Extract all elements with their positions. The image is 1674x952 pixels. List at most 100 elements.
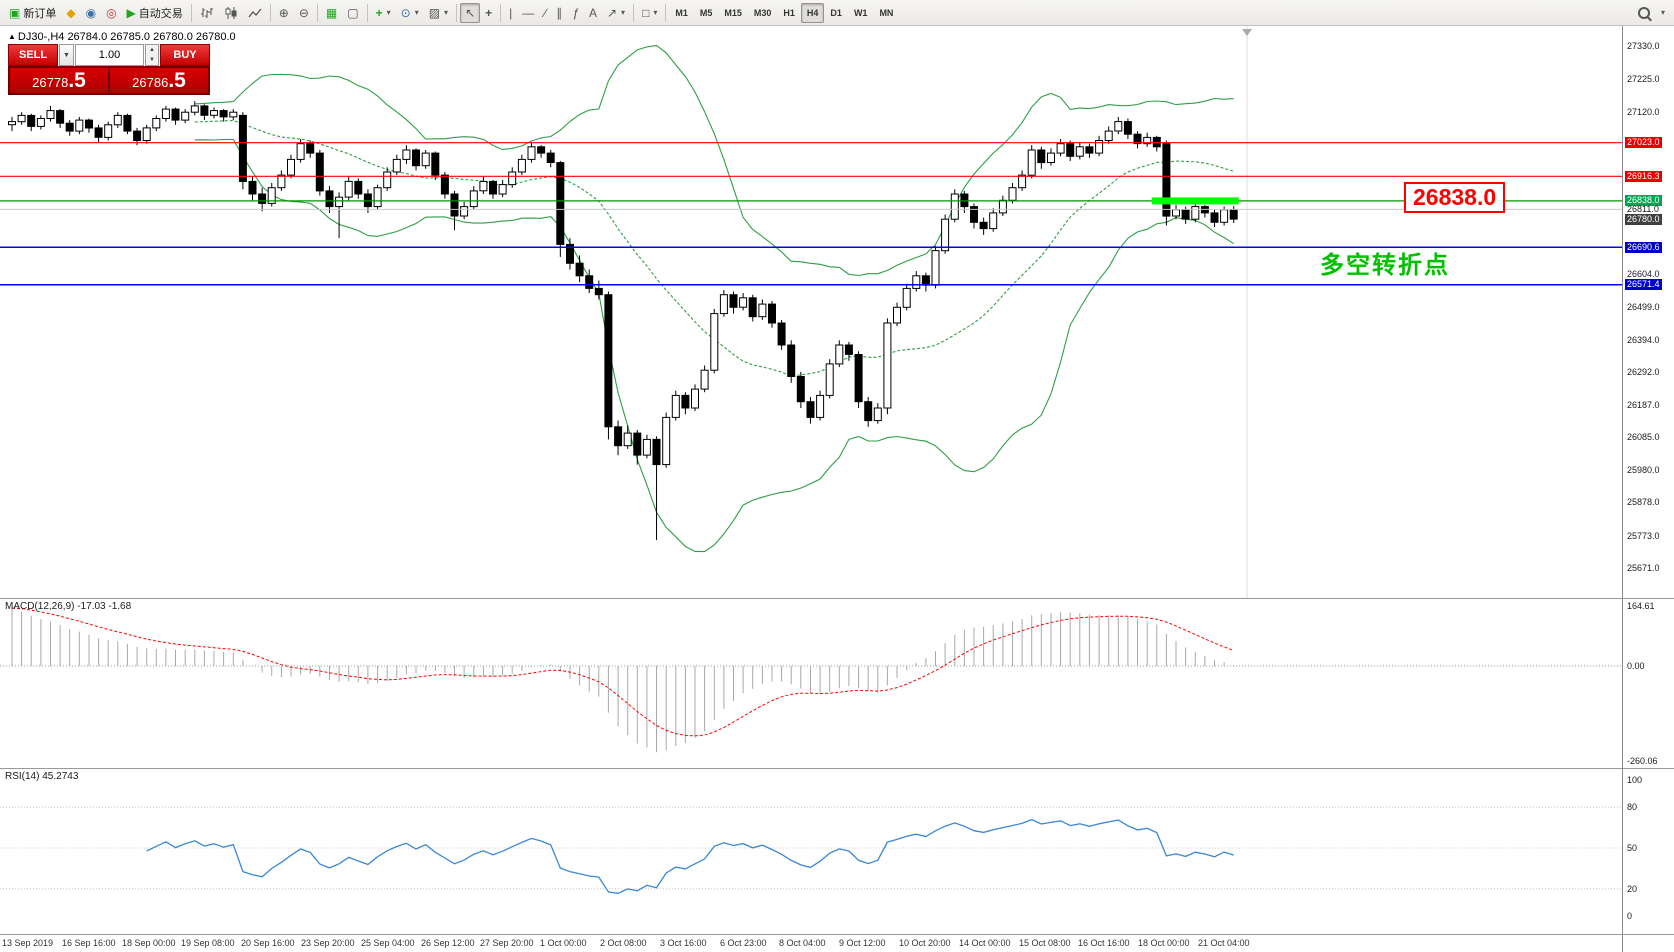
chevron-down-icon: ▾ (621, 8, 626, 17)
candle (652, 436, 661, 541)
tile-windows-button[interactable]: ▢ (342, 3, 363, 23)
panel-separator (1623, 768, 1674, 769)
shapes-tool-button[interactable]: □ ▾ (637, 3, 662, 23)
candle (758, 299, 767, 320)
time-axis[interactable]: 13 Sep 2019 16 Sep 16:00 18 Sep 00:00 19 Se… (0, 934, 1622, 952)
candle (46, 105, 55, 122)
rsi-panel[interactable] (0, 768, 1622, 934)
crosshair-tool-button[interactable]: + (480, 3, 497, 23)
time-axis-label: 18 Sep 00:00 (122, 938, 176, 948)
candle (85, 118, 93, 133)
time-axis-label: 3 Oct 16:00 (660, 938, 707, 948)
timeframe-d1-button[interactable]: D1 (830, 7, 842, 18)
fibonacci-tool-button[interactable]: ƒ (567, 3, 584, 23)
candle (642, 434, 651, 459)
price-axis[interactable]: 27330.0 27225.0 27120.0 27023.0 26916.3 26838… (1622, 26, 1674, 952)
buy-button[interactable]: BUY (160, 44, 210, 66)
marketplace-button[interactable]: ◆ (61, 3, 80, 23)
volume-dropdown-button[interactable]: ▼ (59, 44, 74, 66)
templates-button[interactable]: ▨ ▾ (424, 3, 453, 23)
windows-icon: ▢ (347, 5, 359, 20)
candlestick-chart-button[interactable] (219, 3, 243, 23)
candle (1047, 148, 1055, 166)
cursor-tool-button[interactable]: ↖ (460, 2, 481, 23)
candle (335, 192, 344, 239)
price-axis-label: 26811.0 (1627, 204, 1659, 214)
candle (373, 184, 382, 210)
timeframe-mn-button[interactable]: MN (879, 7, 894, 18)
price-line-tag: 26838.0 (1625, 195, 1662, 206)
highlight-trendline[interactable] (1151, 197, 1239, 205)
timeframe-m30-button[interactable]: M30 (753, 7, 772, 18)
price-line-tag: 26916.3 (1625, 171, 1662, 182)
macd-panel[interactable] (0, 598, 1622, 768)
price-axis-label: 26394.0 (1627, 335, 1660, 345)
vertical-line-tool-button[interactable]: | (504, 3, 517, 23)
profile-button[interactable]: ◉ (81, 3, 101, 23)
chevron-down-icon: ▾ (386, 8, 391, 17)
timeframe-w1-button[interactable]: W1 (853, 7, 868, 18)
sell-price[interactable]: 26778.5 (10, 68, 108, 93)
candle (219, 109, 228, 122)
candle (17, 112, 26, 125)
candle (844, 341, 853, 361)
chart-shift-marker[interactable] (1242, 29, 1252, 36)
candle (893, 302, 901, 327)
trendline-tool-button[interactable]: ∕ (539, 3, 551, 23)
search-button[interactable] (1633, 3, 1655, 23)
timeframe-m1-button[interactable]: M1 (675, 7, 688, 18)
timeframe-h1-button[interactable]: H1 (783, 7, 795, 18)
time-axis-label: 9 Oct 12:00 (839, 938, 886, 948)
candle (1095, 135, 1104, 157)
candle (1210, 209, 1219, 227)
volume-stepper[interactable]: ▲ ▼ (145, 44, 159, 66)
auto-trading-button[interactable]: ▶ 自动交易 (122, 3, 188, 23)
bar-chart-button[interactable] (195, 3, 219, 23)
candle (585, 269, 594, 294)
price-level-annotation[interactable]: 26838.0 (1404, 182, 1506, 213)
candle (277, 170, 286, 191)
timeframe-m5-button[interactable]: M5 (699, 7, 713, 18)
sell-button[interactable]: SELL (8, 44, 58, 66)
macd-axis-label: -260.06 (1627, 756, 1658, 766)
candle (633, 430, 642, 465)
toolbar-menu-button[interactable]: ▾ (1655, 3, 1670, 23)
candle (325, 186, 334, 213)
candle (537, 145, 546, 158)
line-chart-button[interactable] (243, 3, 267, 23)
buy-price[interactable]: 26786.5 (110, 68, 208, 93)
candle (729, 291, 738, 314)
text-tool-button[interactable]: A (584, 3, 602, 23)
channel-tool-button[interactable]: ∥ (551, 3, 567, 23)
zoom-in-button[interactable]: ⊕ (274, 3, 294, 23)
main-chart[interactable] (0, 26, 1622, 598)
stepper-down-icon: ▼ (149, 57, 155, 63)
price-axis-label: 26085.0 (1627, 432, 1660, 442)
chart-title: ▲ DJ30-,H4 26784.0 26785.0 26780.0 26780.… (8, 31, 236, 43)
toolbar-separator (633, 3, 635, 22)
horizontal-line-tool-button[interactable]: — (517, 3, 539, 23)
time-axis-label: 16 Oct 16:00 (1078, 938, 1130, 948)
arrows-tool-button[interactable]: ↗ ▾ (602, 3, 630, 23)
indicators-icon: ▦ (325, 5, 338, 20)
candle (450, 190, 459, 231)
signals-button[interactable]: ◎ (101, 3, 121, 23)
indicators-window-button[interactable]: ▦ (321, 3, 342, 23)
time-axis-border (0, 934, 1674, 935)
rsi-axis-label: 80 (1627, 802, 1638, 812)
candle (383, 167, 392, 191)
candle (921, 272, 930, 292)
timeframe-h4-button[interactable]: H4 (800, 2, 825, 23)
price-line-tag: 26571.4 (1625, 279, 1662, 290)
new-order-button[interactable]: ▣ 新订单 (4, 3, 61, 23)
chart-window[interactable]: 13 Sep 2019 16 Sep 16:00 18 Sep 00:00 19 Se… (0, 26, 1622, 952)
timeframe-m15-button[interactable]: M15 (724, 7, 742, 18)
periods-button[interactable]: ⊙ ▾ (396, 3, 424, 23)
add-indicator-button[interactable]: + ▾ (371, 3, 396, 23)
volume-input[interactable] (75, 44, 144, 66)
horizontal-line-icon: — (522, 5, 535, 20)
turning-point-annotation[interactable]: 多空转折点 (1320, 252, 1450, 279)
play-icon: ▶ (126, 5, 136, 20)
zoom-out-button[interactable]: ⊖ (294, 3, 314, 23)
add-indicator-icon: + (375, 5, 383, 20)
